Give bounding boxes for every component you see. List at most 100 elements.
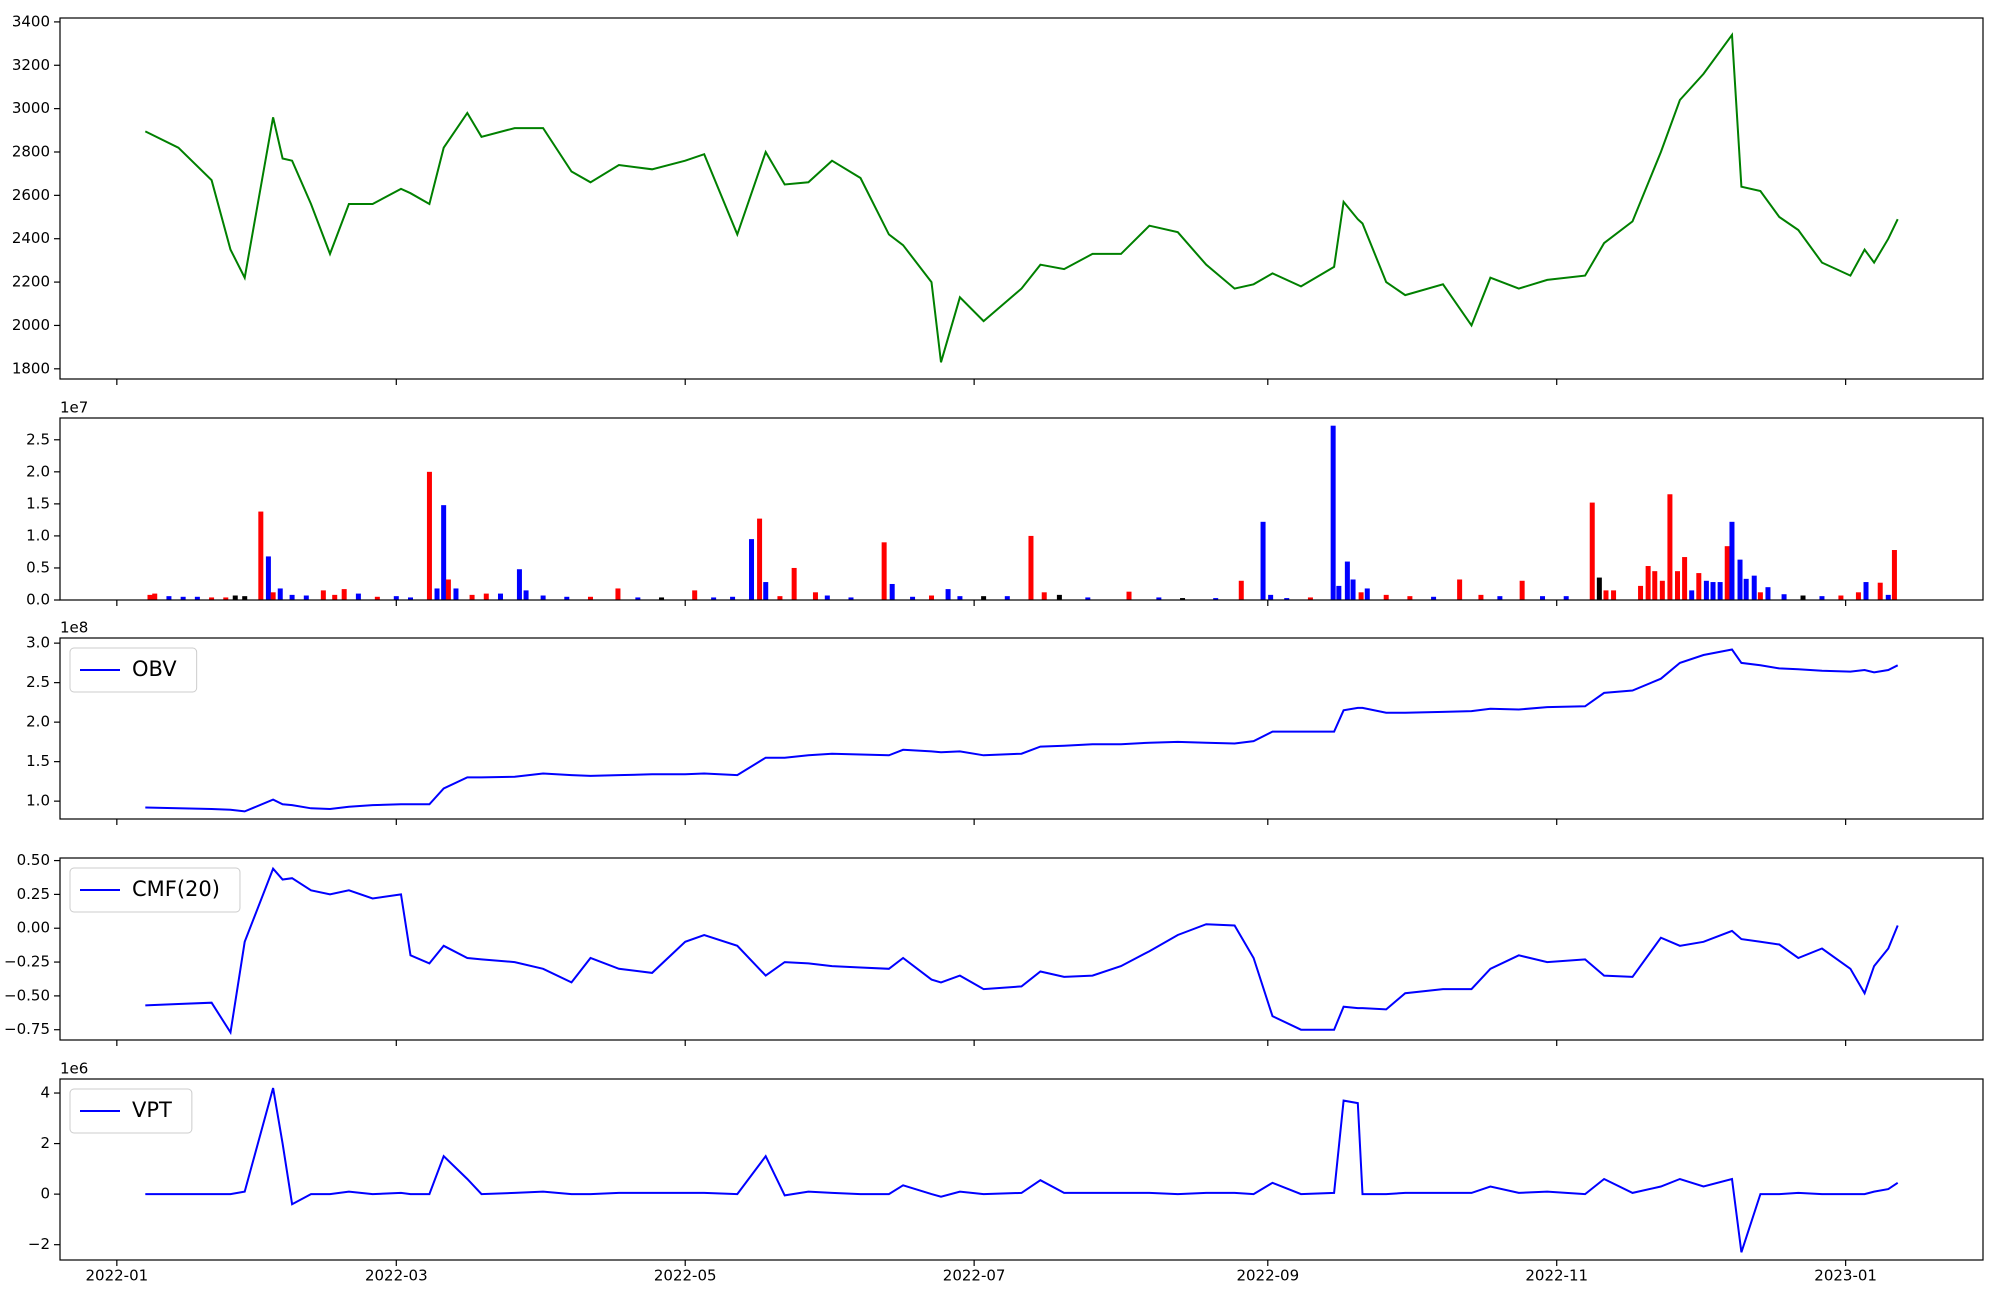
panel: −0.75 −0.50 −0.25 0.00 0.25 0.50 CMF(20) — [4, 851, 1984, 1046]
bar — [147, 594, 153, 600]
legend-label: OBV — [132, 657, 177, 681]
bar — [1268, 594, 1274, 600]
bar — [1260, 521, 1266, 600]
legend-box — [69, 647, 198, 693]
y-tick-label: 0.50 — [17, 851, 50, 869]
panel: −2 0 2 4 2022-01 2022-03 2022-05 2022-07 2022-09… — [28, 1060, 1984, 1285]
bar — [265, 556, 271, 600]
bar — [407, 597, 413, 600]
y-tick-label: −0.75 — [4, 1020, 50, 1038]
bar — [957, 596, 963, 600]
bar — [194, 596, 200, 600]
scale-label: 1e8 — [60, 619, 88, 637]
bar — [320, 590, 326, 600]
bar — [1589, 502, 1595, 600]
bar — [152, 593, 158, 600]
y-tick-label: 3.0 — [26, 634, 50, 652]
bar — [166, 596, 172, 600]
bar — [1603, 590, 1609, 600]
bar — [1737, 559, 1743, 600]
bar — [453, 588, 459, 600]
bar — [180, 596, 186, 600]
y-tick-label: 1.5 — [26, 494, 50, 512]
bar — [659, 597, 665, 600]
bar — [848, 597, 854, 600]
bar — [749, 539, 755, 600]
bar — [1085, 597, 1091, 600]
y-tick-label: 2.0 — [26, 713, 50, 731]
bar — [355, 593, 361, 600]
bar — [1674, 571, 1680, 600]
legend-label: VPT — [132, 1098, 172, 1122]
bar — [242, 596, 248, 600]
bar — [332, 594, 338, 600]
bar — [1703, 580, 1709, 600]
legend-label: CMF(20) — [132, 877, 220, 901]
y-tick-label: 3000 — [12, 99, 50, 117]
bar — [824, 595, 830, 600]
y-tick-label: 1800 — [12, 359, 50, 377]
x-tick-label: 2022-01 — [85, 1267, 148, 1285]
y-tick-label: 0.5 — [26, 558, 50, 576]
bar — [1885, 594, 1891, 600]
bar — [1383, 594, 1389, 600]
bar — [1156, 597, 1162, 600]
bar — [777, 596, 783, 600]
y-tick-label: 2 — [40, 1134, 50, 1152]
y-tick-label: 4 — [40, 1084, 50, 1102]
bar — [1336, 585, 1342, 600]
plot-frame — [59, 637, 1984, 820]
bar — [711, 597, 717, 600]
y-tick-label: 1.0 — [26, 526, 50, 544]
bar — [1800, 595, 1806, 600]
bar — [1689, 590, 1695, 600]
bar — [434, 588, 440, 600]
bar — [303, 595, 309, 600]
bar — [1497, 596, 1503, 600]
bar — [1004, 596, 1010, 600]
bar — [763, 582, 769, 600]
bar — [881, 542, 887, 600]
bar — [393, 596, 399, 600]
scale-label: 1e7 — [60, 399, 88, 417]
bar — [426, 471, 432, 600]
bar — [692, 590, 698, 600]
bar — [441, 505, 447, 600]
bar — [1611, 590, 1617, 600]
bar — [1563, 596, 1569, 600]
bar — [1056, 594, 1062, 600]
bar — [1028, 535, 1034, 600]
bar — [516, 569, 522, 600]
bar — [587, 596, 593, 600]
bar — [483, 593, 489, 600]
bar — [1877, 582, 1883, 600]
y-tick-label: 2400 — [12, 229, 50, 247]
bar — [1781, 594, 1787, 600]
bar — [1819, 596, 1825, 600]
y-tick-label: 3400 — [12, 12, 50, 30]
bar — [1863, 582, 1869, 600]
x-tick-label: 2022-07 — [943, 1267, 1006, 1285]
bar — [1765, 587, 1771, 600]
bar — [1284, 598, 1290, 600]
bar — [445, 579, 451, 600]
bar — [757, 518, 763, 600]
y-tick-label: −0.25 — [4, 953, 50, 971]
bar — [1519, 580, 1525, 600]
panel: 1.0 1.5 2.0 2.5 3.0 1e8 OBV — [26, 619, 1984, 825]
bar — [1855, 592, 1861, 600]
bar — [1659, 580, 1665, 600]
bar — [497, 593, 503, 600]
bar — [1350, 579, 1356, 600]
bar — [1645, 566, 1651, 600]
x-tick-label: 2022-05 — [654, 1267, 717, 1285]
y-tick-label: 2600 — [12, 186, 50, 204]
bar — [1667, 494, 1673, 600]
bar — [929, 595, 935, 600]
y-tick-label: 2200 — [12, 273, 50, 291]
line — [145, 866, 1899, 1036]
x-tick-label: 2022-03 — [365, 1267, 428, 1285]
bar — [1457, 579, 1463, 600]
plot-frame — [59, 417, 1984, 601]
